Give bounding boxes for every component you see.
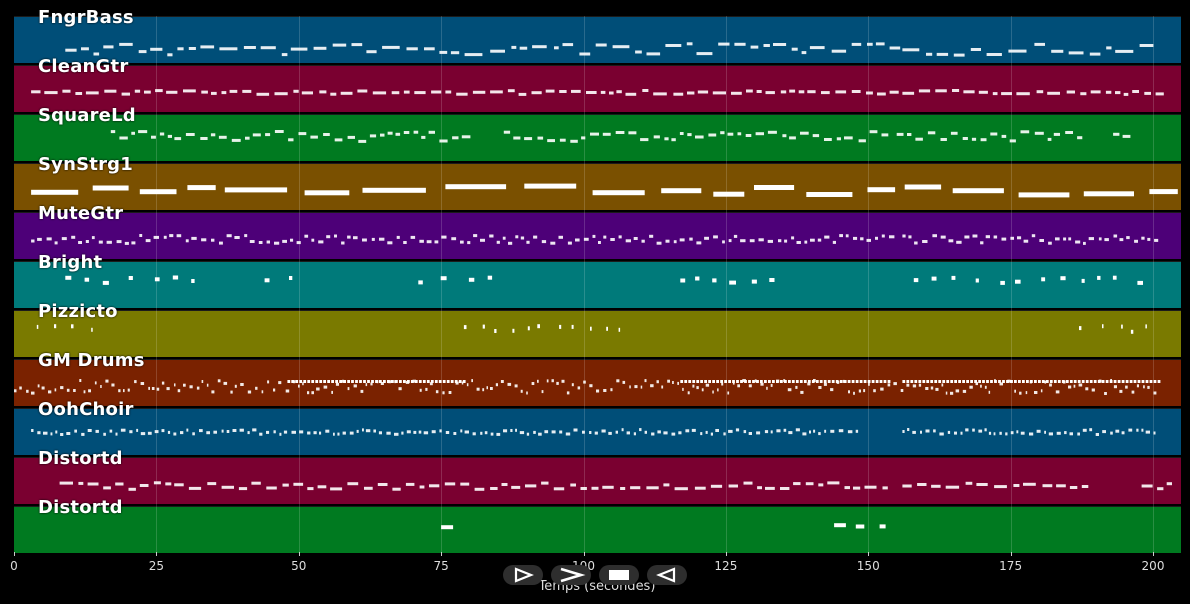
play-icon: [514, 567, 534, 583]
grid-line: [441, 16, 443, 552]
tick-label: 200: [1141, 559, 1165, 573]
grid-line: [298, 16, 300, 552]
play-button[interactable]: [503, 565, 543, 585]
stop-icon: [609, 570, 629, 580]
track-name: Distortd: [38, 497, 123, 518]
track-name: CleanGtr: [38, 56, 129, 77]
tick-label: 150: [856, 559, 880, 573]
track-name: SquareLd: [38, 105, 136, 126]
track-name: FngrBass: [38, 7, 134, 28]
tick-mark: [725, 552, 727, 556]
tick-label: 125: [714, 559, 738, 573]
track-name: OohChoir: [38, 399, 134, 420]
track-lane: [14, 457, 1181, 504]
track-lane: [14, 65, 1181, 112]
grid-line: [156, 16, 158, 552]
track-lane: [14, 261, 1181, 308]
track-lane: [14, 114, 1181, 161]
track-name: Distortd: [38, 448, 123, 469]
track-lane: [14, 310, 1181, 357]
track-lane: [14, 163, 1181, 210]
tick-mark: [583, 552, 585, 556]
tick-mark: [1010, 552, 1012, 556]
tick-label: 50: [291, 559, 307, 573]
track-name: GM Drums: [38, 350, 145, 371]
tick-label: 175: [999, 559, 1023, 573]
grid-line: [725, 16, 727, 552]
track-lane: [14, 212, 1181, 259]
grid-line: [1153, 16, 1154, 552]
grid-line: [1010, 16, 1012, 552]
grid-line: [583, 16, 585, 552]
track-name: Pizzicto: [38, 301, 118, 322]
track-lane: [14, 16, 1181, 63]
tick-mark: [298, 552, 300, 556]
track-lane: [14, 359, 1181, 406]
grid-line: [868, 16, 870, 552]
stop-button[interactable]: [599, 565, 639, 585]
track-lane: [14, 506, 1181, 553]
forward-button[interactable]: [551, 565, 591, 585]
track-name: Bright: [38, 252, 103, 273]
track-lane: [14, 408, 1181, 455]
tick-label: 25: [148, 559, 165, 573]
rewind-icon: [656, 567, 676, 583]
track-name: MuteGtr: [38, 203, 124, 224]
tick-mark: [441, 552, 443, 556]
tick-label: 0: [10, 559, 18, 573]
rewind-button[interactable]: [647, 565, 687, 585]
tick-label: 75: [433, 559, 449, 573]
fast-forward-icon: [560, 567, 586, 583]
tick-mark: [156, 552, 158, 556]
tick-mark: [1153, 552, 1154, 556]
tick-mark: [14, 552, 15, 556]
tick-mark: [868, 552, 870, 556]
track-name: SynStrg1: [38, 154, 133, 175]
